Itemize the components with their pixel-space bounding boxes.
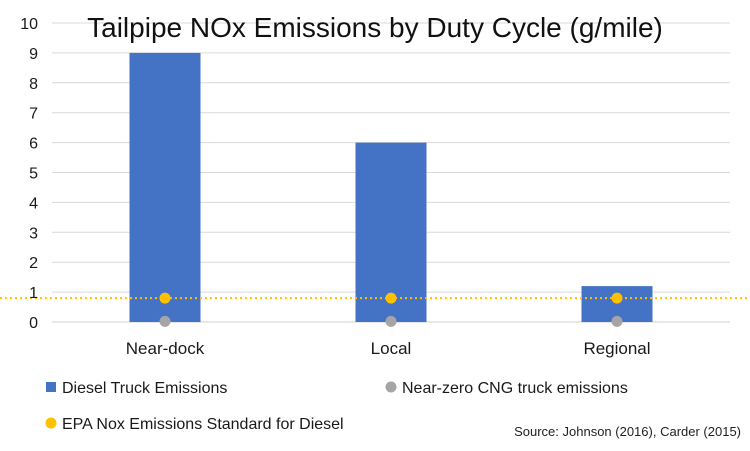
- y-tick-label: 9: [29, 46, 38, 63]
- marker-point: [159, 315, 171, 327]
- x-category-label: Near-dock: [126, 339, 205, 358]
- legend-label: Diesel Truck Emissions: [62, 380, 227, 397]
- source-note: Source: Johnson (2016), Carder (2015): [514, 424, 741, 439]
- marker-point: [611, 292, 623, 304]
- marker-series: [159, 292, 623, 327]
- bar: [355, 142, 427, 322]
- chart-title: Tailpipe NOx Emissions by Duty Cycle (g/…: [87, 12, 663, 43]
- y-tick-label: 6: [29, 136, 38, 153]
- marker-point: [385, 315, 397, 327]
- x-category-label: Regional: [583, 339, 650, 358]
- marker-point: [159, 292, 171, 304]
- legend: Diesel Truck Emissions Near-zero CNG truc…: [45, 380, 628, 433]
- legend-swatch: [45, 417, 57, 429]
- y-tick-label: 2: [29, 255, 38, 272]
- legend-swatch: [385, 381, 397, 393]
- legend-label: EPA Nox Emissions Standard for Diesel: [62, 416, 344, 433]
- y-tick-label: 7: [29, 106, 38, 123]
- y-tick-label: 0: [29, 315, 38, 332]
- legend-swatch: [46, 382, 56, 392]
- y-tick-label: 4: [29, 195, 38, 212]
- bar: [129, 52, 201, 323]
- x-category-label: Local: [371, 339, 412, 358]
- y-tick-label: 10: [20, 16, 38, 33]
- x-axis-labels: Near-dock Local Regional: [126, 339, 651, 358]
- marker-point: [611, 315, 623, 327]
- y-tick-label: 5: [29, 166, 38, 183]
- y-tick-label: 1: [29, 285, 38, 302]
- marker-point: [385, 292, 397, 304]
- y-tick-label: 3: [29, 225, 38, 242]
- legend-label: Near-zero CNG truck emissions: [402, 380, 628, 397]
- y-tick-label: 8: [29, 76, 38, 93]
- y-axis-ticks: 0 1 2 3 4 5 6 7 8 9 10: [20, 16, 38, 332]
- bar-series: [129, 52, 653, 323]
